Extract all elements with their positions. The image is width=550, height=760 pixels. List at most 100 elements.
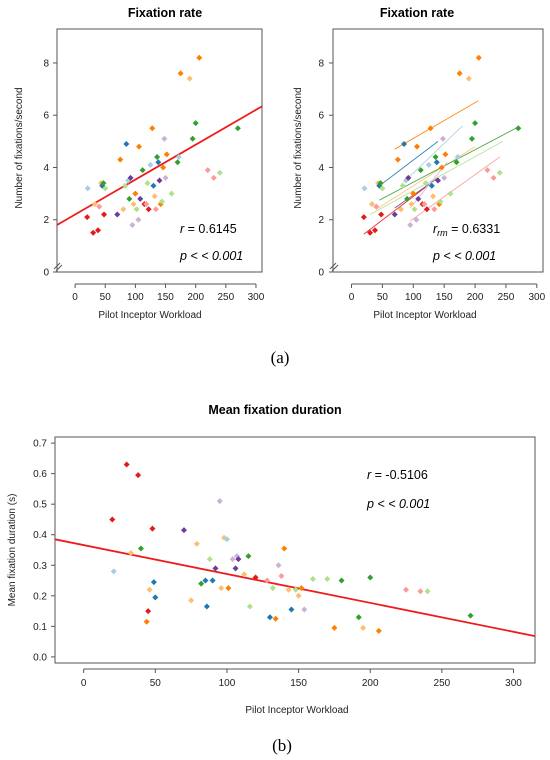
chart-title: Fixation rate [380,6,454,20]
data-point [223,536,230,543]
data-point [203,603,210,610]
x-tick-label: 250 [217,292,234,303]
data-point [193,540,200,547]
data-point [432,154,439,161]
data-point [135,216,142,223]
caption-a: (a) [271,348,290,367]
y-tick-label: 6 [318,111,324,122]
data-point [145,206,152,213]
data-point [198,580,205,587]
data-point [235,556,242,563]
data-point [161,135,168,142]
y-tick-label: 0.6 [33,469,47,480]
data-point [155,159,162,166]
data-point [417,167,424,174]
x-tick-label: 300 [248,292,265,303]
plot-frame [54,436,536,664]
data-point [441,174,448,181]
data-point [367,574,374,581]
data-point [415,195,422,202]
p-value-annotation: p < < 0.001 [366,497,430,511]
data-point [216,498,223,505]
data-point [229,556,236,563]
y-tick-label: 8 [318,58,324,69]
data-point [422,180,429,187]
data-point [109,516,116,523]
data-point [188,597,195,604]
r-symbol: r [180,222,185,236]
data-point [391,211,398,218]
x-tick-label: 0 [72,292,78,303]
data-point [367,229,374,236]
data-point [143,201,150,208]
data-point [360,624,367,631]
x-tick-label: 250 [498,292,515,303]
data-point [84,185,91,192]
data-point [338,577,345,584]
r-value: = 0.6331 [448,222,501,236]
data-point [137,545,144,552]
data-point [136,143,142,150]
chart-fixation-rate-pooled: Fixation rate Pilot Inceptor Workload Nu… [14,6,265,321]
y-tick-label: 0.0 [33,652,47,663]
data-point [252,574,259,581]
y-tick-label: 0 [318,268,324,279]
data-point [454,154,461,161]
x-tick-label: 150 [436,292,453,303]
x-tick-label: 300 [528,292,545,303]
data-point [408,201,415,208]
data-point [410,190,417,197]
data-point [234,125,241,132]
data-point [264,577,271,584]
y-axis-label: Mean fixation duration (s) [7,494,18,607]
x-tick-label: 250 [434,678,451,689]
y-tick-label: 0.1 [33,622,47,633]
axis-break-mark [55,264,63,272]
subject-fit-line [363,186,426,235]
data-point [475,54,482,61]
r-symbol: r [433,222,438,236]
data-point [368,201,375,208]
data-point [377,180,384,187]
data-point [150,182,157,189]
axis-break-mark [331,264,339,272]
data-point [378,211,385,218]
data-point [202,577,209,584]
data-point [414,143,420,150]
data-point [379,185,386,192]
data-point [84,214,91,221]
axis-break-mark [53,262,61,270]
data-point [301,606,308,613]
data-point [90,229,97,236]
subject-fit-line [379,140,439,187]
data-point [206,556,213,563]
data-point [275,562,282,569]
y-tick-label: 0.3 [33,561,47,572]
data-point [152,594,159,601]
data-point [399,182,406,189]
y-tick-label: 8 [43,58,49,69]
data-point [404,195,411,202]
data-point [149,525,156,532]
chart-fixation-rate-repeated-measures: Fixation rate Pilot Inceptor Workload Nu… [293,6,546,321]
data-point [225,585,232,592]
data-point [423,206,430,213]
data-point [309,576,316,583]
caption-b: (b) [272,736,292,755]
data-point [417,588,424,595]
data-point [394,156,401,163]
data-point [295,592,302,599]
data-point [146,586,153,593]
data-point [209,577,216,584]
data-point [189,135,196,142]
data-point [126,195,133,202]
data-point [372,227,378,234]
data-point [160,164,167,171]
data-point [210,174,217,181]
y-tick-label: 0.7 [33,439,47,450]
subject-fit-line [409,161,448,209]
data-point [285,586,292,593]
data-point [133,206,140,213]
data-point [433,159,440,166]
data-point [135,472,142,479]
